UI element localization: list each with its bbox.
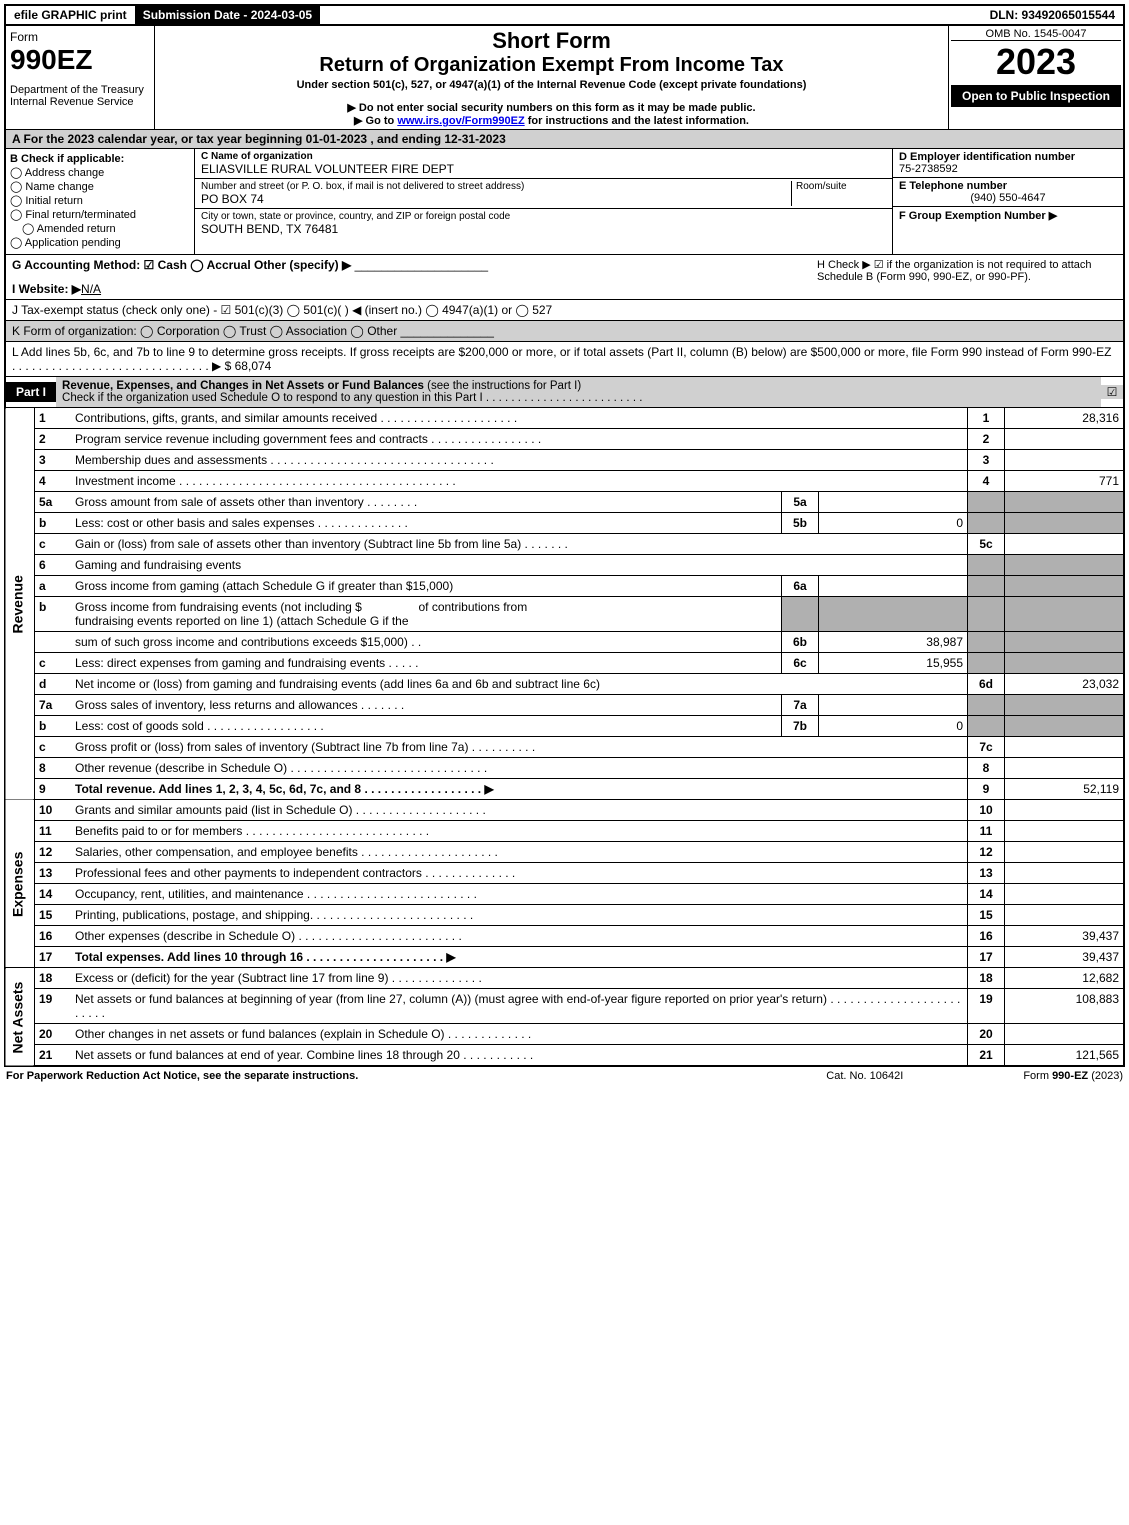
dln: DLN: 93492065015544 <box>982 6 1123 24</box>
check-initial[interactable]: ◯ Initial return <box>10 194 190 207</box>
telephone: (940) 550-4647 <box>899 192 1117 204</box>
row-l: L Add lines 5b, 6c, and 7b to line 9 to … <box>4 342 1125 377</box>
check-address[interactable]: ◯ Address change <box>10 166 190 179</box>
cat-no: Cat. No. 10642I <box>826 1070 903 1082</box>
part-i-table: Revenue1Contributions, gifts, grants, an… <box>4 408 1125 1067</box>
form-number: 990EZ <box>10 44 150 76</box>
org-street: PO BOX 74 <box>201 192 791 206</box>
goto-line: ▶ Go to www.irs.gov/Form990EZ for instru… <box>157 114 946 127</box>
group-exemption: F Group Exemption Number ▶ <box>899 209 1117 222</box>
goto-link[interactable]: www.irs.gov/Form990EZ <box>397 115 524 127</box>
info-grid: B Check if applicable: ◯ Address change … <box>4 149 1125 255</box>
efile-label[interactable]: efile GRAPHIC print <box>6 6 135 24</box>
check-pending[interactable]: ◯ Application pending <box>10 236 190 249</box>
under-section: Under section 501(c), 527, or 4947(a)(1)… <box>157 79 946 91</box>
website-row: I Website: ▶N/A <box>12 282 817 296</box>
box-b: B Check if applicable: ◯ Address change … <box>6 149 195 254</box>
tax-year: 2023 <box>951 41 1121 83</box>
part-i-checkbox[interactable]: ☑ <box>1101 385 1123 399</box>
short-form-title: Short Form <box>157 28 946 54</box>
form-word: Form <box>10 30 150 44</box>
dept-2: Internal Revenue Service <box>10 96 150 108</box>
row-gh: G Accounting Method: ☑ Cash ◯ Accrual Ot… <box>4 255 1125 300</box>
row-j: J Tax-exempt status (check only one) - ☑… <box>4 300 1125 321</box>
do-not-enter: ▶ Do not enter social security numbers o… <box>157 101 946 114</box>
dept-1: Department of the Treasury <box>10 84 150 96</box>
check-name[interactable]: ◯ Name change <box>10 180 190 193</box>
check-amended[interactable]: ◯ Amended return <box>22 222 190 235</box>
row-a: A For the 2023 calendar year, or tax yea… <box>4 130 1125 149</box>
box-d: D Employer identification number 75-2738… <box>892 149 1123 254</box>
footer: For Paperwork Reduction Act Notice, see … <box>4 1067 1125 1085</box>
org-city: SOUTH BEND, TX 76481 <box>201 222 886 236</box>
row-k: K Form of organization: ◯ Corporation ◯ … <box>4 321 1125 342</box>
form-header: Form 990EZ Department of the Treasury In… <box>4 26 1125 130</box>
org-name: ELIASVILLE RURAL VOLUNTEER FIRE DEPT <box>201 162 886 176</box>
accounting-method: G Accounting Method: ☑ Cash ◯ Accrual Ot… <box>12 258 817 272</box>
submission-date: Submission Date - 2024-03-05 <box>135 6 320 24</box>
top-bar: efile GRAPHIC print Submission Date - 20… <box>4 4 1125 26</box>
omb: OMB No. 1545-0047 <box>951 28 1121 41</box>
open-to-public: Open to Public Inspection <box>951 85 1121 107</box>
box-c: C Name of organization ELIASVILLE RURAL … <box>195 149 892 254</box>
schedule-b-check: H Check ▶ ☑ if the organization is not r… <box>817 258 1117 296</box>
ein: 75-2738592 <box>899 163 1117 175</box>
check-terminated[interactable]: ◯ Final return/terminated <box>10 208 190 221</box>
part-i-header: Part I Revenue, Expenses, and Changes in… <box>4 377 1125 408</box>
return-title: Return of Organization Exempt From Incom… <box>157 54 946 77</box>
